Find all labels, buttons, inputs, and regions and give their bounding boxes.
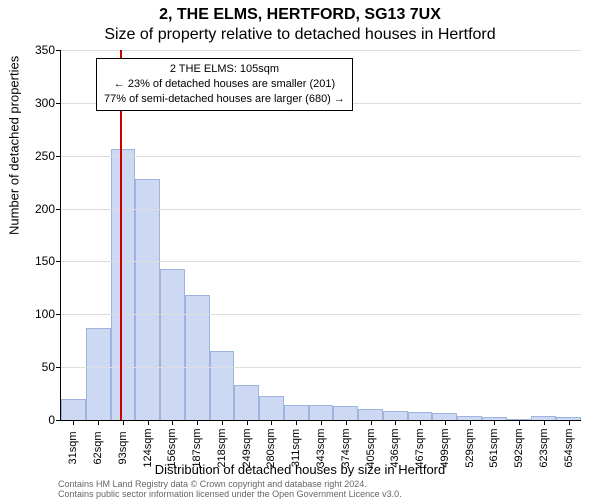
- y-tick-mark: [56, 156, 61, 157]
- y-tick-label: 50: [15, 360, 55, 374]
- x-tick-mark: [346, 420, 347, 425]
- x-tick-label: 62sqm: [92, 431, 104, 464]
- gridline: [61, 314, 581, 315]
- x-tick-mark: [470, 420, 471, 425]
- annotation-box: 2 THE ELMS: 105sqm← 23% of detached hous…: [96, 58, 353, 111]
- x-tick-mark: [519, 420, 520, 425]
- gridline: [61, 261, 581, 262]
- attribution-line2: Contains public sector information licen…: [58, 490, 402, 500]
- bar: [210, 351, 235, 420]
- bar: [111, 149, 136, 420]
- x-tick-mark: [271, 420, 272, 425]
- x-tick-mark: [197, 420, 198, 425]
- chart-area: 05010015020025030035031sqm62sqm93sqm124s…: [60, 50, 580, 420]
- y-tick-label: 250: [15, 149, 55, 163]
- x-tick-mark: [98, 420, 99, 425]
- y-tick-mark: [56, 261, 61, 262]
- bar: [284, 405, 309, 420]
- y-tick-label: 100: [15, 307, 55, 321]
- bar: [86, 328, 111, 420]
- y-tick-label: 350: [15, 43, 55, 57]
- x-tick-mark: [247, 420, 248, 425]
- page-title-line2: Size of property relative to detached ho…: [0, 26, 600, 44]
- x-tick-mark: [321, 420, 322, 425]
- annotation-line: 77% of semi-detached houses are larger (…: [104, 92, 345, 107]
- bar: [432, 413, 457, 420]
- bar: [333, 406, 358, 420]
- y-tick-mark: [56, 209, 61, 210]
- x-axis-label: Distribution of detached houses by size …: [0, 462, 600, 477]
- y-tick-mark: [56, 367, 61, 368]
- page-title-line1: 2, THE ELMS, HERTFORD, SG13 7UX: [0, 6, 600, 24]
- y-tick-mark: [56, 314, 61, 315]
- plot-region: 05010015020025030035031sqm62sqm93sqm124s…: [60, 50, 581, 421]
- bar: [358, 409, 383, 420]
- bar: [259, 396, 284, 420]
- bar: [408, 412, 433, 420]
- attribution: Contains HM Land Registry data © Crown c…: [58, 480, 402, 500]
- x-tick-mark: [544, 420, 545, 425]
- bar: [234, 385, 259, 420]
- y-tick-mark: [56, 103, 61, 104]
- x-tick-mark: [222, 420, 223, 425]
- y-tick-label: 150: [15, 254, 55, 268]
- x-tick-mark: [395, 420, 396, 425]
- x-tick-mark: [494, 420, 495, 425]
- y-tick-mark: [56, 50, 61, 51]
- x-tick-mark: [148, 420, 149, 425]
- x-tick-mark: [445, 420, 446, 425]
- bar: [309, 405, 334, 420]
- x-tick-mark: [296, 420, 297, 425]
- x-tick-mark: [172, 420, 173, 425]
- y-tick-label: 200: [15, 202, 55, 216]
- bar: [383, 411, 408, 421]
- y-tick-mark: [56, 420, 61, 421]
- x-tick-mark: [123, 420, 124, 425]
- y-tick-label: 0: [15, 413, 55, 427]
- x-tick-label: 31sqm: [67, 431, 79, 464]
- annotation-line: ← 23% of detached houses are smaller (20…: [104, 77, 345, 92]
- x-tick-label: 93sqm: [117, 431, 129, 464]
- annotation-line: 2 THE ELMS: 105sqm: [104, 62, 345, 77]
- gridline: [61, 156, 581, 157]
- x-tick-mark: [371, 420, 372, 425]
- x-tick-mark: [73, 420, 74, 425]
- x-tick-mark: [420, 420, 421, 425]
- x-tick-mark: [569, 420, 570, 425]
- bar: [135, 179, 160, 420]
- bar: [61, 399, 86, 420]
- bar: [160, 269, 185, 420]
- gridline: [61, 50, 581, 51]
- gridline: [61, 209, 581, 210]
- y-tick-label: 300: [15, 96, 55, 110]
- gridline: [61, 367, 581, 368]
